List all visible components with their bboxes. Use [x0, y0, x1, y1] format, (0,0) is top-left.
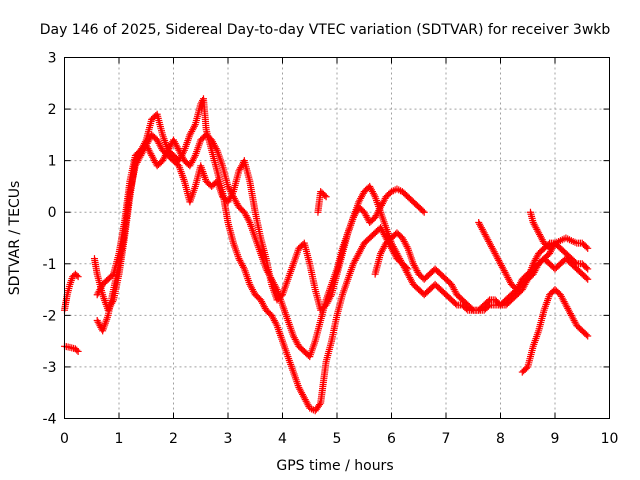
- series-track-e: [93, 131, 428, 314]
- x-tick-label: 0: [60, 431, 69, 447]
- data-point: [582, 331, 590, 339]
- data-point: [190, 153, 198, 161]
- data-point: [419, 207, 427, 215]
- data-point: [420, 208, 428, 216]
- series-track-f: [314, 188, 330, 216]
- data-point: [582, 264, 590, 272]
- y-tick-label: -2: [43, 308, 57, 324]
- data-point: [212, 145, 220, 153]
- data-point: [73, 346, 81, 354]
- y-tick-label: -4: [43, 412, 57, 428]
- x-tick-label: 7: [442, 431, 451, 447]
- data-point: [321, 191, 329, 199]
- y-tick-label: 2: [48, 102, 57, 118]
- data-point: [239, 263, 247, 271]
- y-axis-label: SDTVAR / TECUs: [7, 181, 23, 296]
- data-point: [190, 122, 198, 130]
- series-track-c: [90, 95, 412, 415]
- y-tick-label: -3: [43, 360, 57, 376]
- x-tick-label: 9: [551, 431, 560, 447]
- series-track-i: [526, 208, 559, 252]
- data-point: [272, 320, 280, 328]
- x-tick-label: 5: [333, 431, 342, 447]
- data-point: [229, 189, 237, 197]
- data-point: [484, 297, 492, 305]
- data-point: [584, 244, 592, 252]
- x-tick-label: 2: [169, 431, 178, 447]
- data-point: [370, 191, 378, 199]
- data-point: [551, 239, 559, 247]
- x-tick-label: 4: [278, 431, 287, 447]
- data-point: [73, 271, 81, 279]
- data-point: [245, 217, 253, 225]
- data-point: [452, 300, 460, 308]
- data-point: [584, 265, 592, 273]
- data-point: [74, 273, 82, 281]
- x-tick-label: 1: [115, 431, 124, 447]
- chart-title: Day 146 of 2025, Sidereal Day-to-day VTE…: [40, 22, 611, 38]
- y-tick-label: -1: [43, 257, 57, 273]
- x-axis-label: GPS time / hours: [276, 458, 393, 474]
- data-point: [327, 292, 335, 300]
- data-point: [316, 401, 324, 409]
- y-tick-label: 1: [48, 154, 57, 170]
- y-tick-label: 0: [48, 205, 57, 221]
- data-marks: [61, 95, 592, 415]
- y-tick-label: 3: [48, 51, 57, 67]
- data-point: [584, 275, 592, 283]
- x-tick-label: 10: [601, 431, 619, 447]
- series-track-h: [475, 219, 592, 294]
- x-tick-label: 3: [224, 431, 233, 447]
- data-point: [582, 274, 590, 282]
- data-point: [582, 243, 590, 251]
- data-point: [74, 347, 82, 355]
- x-tick-label: 8: [496, 431, 505, 447]
- data-point: [403, 243, 411, 251]
- series-track-g: [371, 229, 592, 314]
- x-tick-label: 6: [387, 431, 396, 447]
- data-point: [322, 193, 330, 201]
- series-track-j: [518, 286, 592, 376]
- x-axis-ticks: 0 1 2 3 4 5 6 7 8 9 10: [60, 57, 619, 447]
- data-point: [584, 332, 592, 340]
- data-point: [571, 258, 579, 266]
- y-axis-ticks: -4 -3 -2 -1 0 1 2 3: [43, 51, 610, 428]
- data-point: [468, 305, 476, 313]
- data-point: [550, 240, 558, 248]
- series-track-d: [93, 131, 592, 361]
